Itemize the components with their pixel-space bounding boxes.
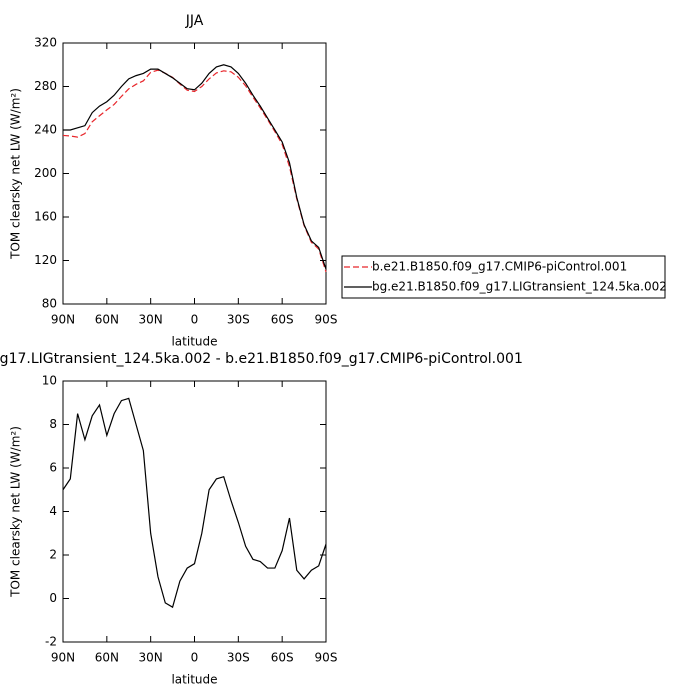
x-tick-label: 90S — [315, 651, 338, 665]
y-tick-label: 320 — [34, 36, 57, 50]
y-tick-label: 2 — [49, 548, 57, 562]
x-tick-label: 30N — [139, 651, 163, 665]
y-axis-label: TOM clearsky net LW (W/m²) — [9, 88, 23, 260]
y-axis-label: TOM clearsky net LW (W/m²) — [9, 426, 23, 598]
y-tick-label: 10 — [42, 374, 57, 388]
data-line — [63, 64, 327, 270]
y-tick-label: 200 — [34, 166, 57, 180]
x-tick-label: 90S — [315, 313, 338, 327]
y-tick-label: 0 — [49, 591, 57, 605]
legend-box — [341, 255, 666, 299]
y-tick-label: -2 — [45, 635, 57, 649]
x-tick-label: 30S — [227, 651, 250, 665]
x-axis-label: latitude — [171, 673, 217, 687]
y-tick-label: 160 — [34, 210, 57, 224]
x-tick-label: 90N — [51, 651, 75, 665]
chart-title: JJA — [185, 13, 204, 29]
y-tick-label: 6 — [49, 461, 57, 475]
x-tick-label: 60N — [95, 651, 119, 665]
plot-frame — [62, 380, 327, 643]
y-tick-label: 8 — [49, 417, 57, 431]
x-tick-label: 30N — [139, 313, 163, 327]
legend-label: bg.e21.B1850.f09_g17.LIGtransient_124.5k… — [372, 280, 667, 294]
x-tick-label: 60S — [271, 651, 294, 665]
x-tick-label: 30S — [227, 313, 250, 327]
y-tick-label: 240 — [34, 123, 57, 137]
x-tick-label: 0 — [191, 313, 199, 327]
y-tick-label: 80 — [42, 297, 57, 311]
x-tick-label: 90N — [51, 313, 75, 327]
data-line — [62, 69, 327, 273]
y-tick-label: 280 — [34, 79, 57, 93]
x-tick-label: 0 — [191, 651, 199, 665]
plot-frame — [62, 42, 327, 305]
chart-title: bg.e21.B1850.f09_g17.LIGtransient_124.5k… — [0, 351, 523, 367]
y-tick-label: 120 — [34, 253, 57, 267]
legend-label: b.e21.B1850.f09_g17.CMIP6-piControl.001 — [372, 260, 627, 274]
data-line — [62, 397, 327, 609]
x-axis-label: latitude — [171, 335, 217, 349]
x-tick-label: 60S — [271, 313, 294, 327]
x-tick-label: 60N — [95, 313, 119, 327]
y-tick-label: 4 — [49, 504, 57, 518]
